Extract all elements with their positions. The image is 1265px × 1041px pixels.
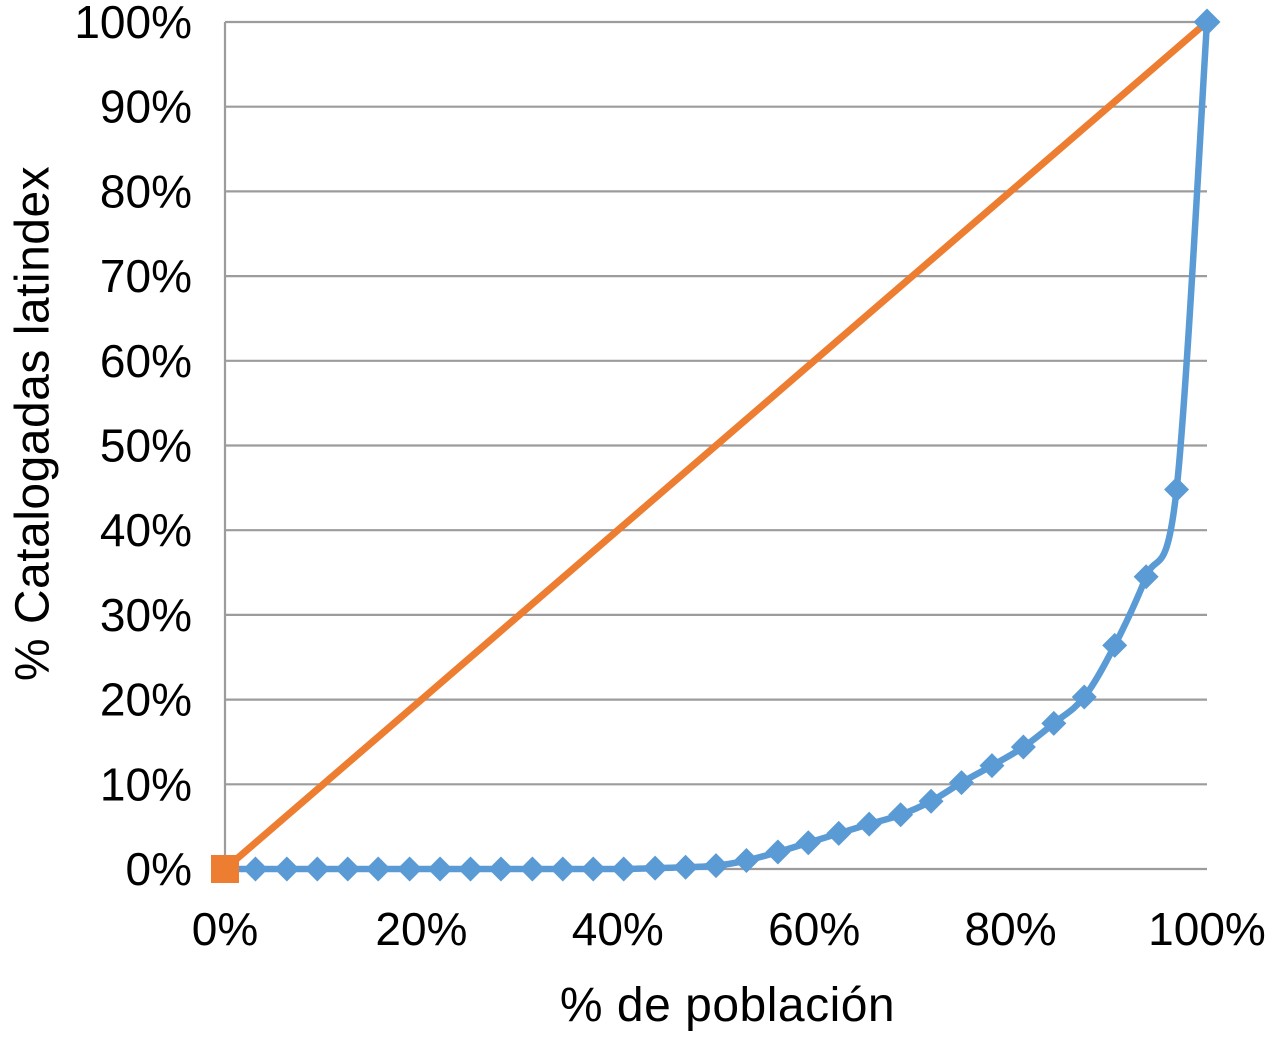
data-point-diamond	[642, 855, 668, 881]
data-point-diamond	[1010, 734, 1036, 760]
data-point-diamond	[580, 856, 606, 882]
data-point-diamond	[1071, 684, 1097, 710]
data-point-diamond	[856, 811, 882, 837]
x-tick-label: 100%	[1148, 903, 1265, 955]
data-point-diamond	[427, 856, 453, 882]
data-point-diamond	[335, 856, 361, 882]
data-point-diamond	[274, 856, 300, 882]
data-point-diamond	[365, 856, 391, 882]
data-point-diamond	[703, 853, 729, 879]
y-tick-label: 30%	[100, 589, 192, 641]
data-point-diamond	[519, 856, 545, 882]
y-tick-label: 90%	[100, 81, 192, 133]
data-point-diamond	[1164, 477, 1190, 503]
data-point-diamond	[888, 802, 914, 828]
x-tick-label: 40%	[572, 903, 664, 955]
y-tick-label: 10%	[100, 758, 192, 810]
data-point-diamond	[673, 854, 699, 880]
y-axis-title: % Catalogadas latindex	[6, 165, 60, 682]
data-point-diamond	[979, 753, 1005, 779]
y-tick-label: 100%	[74, 0, 192, 48]
data-point-diamond	[611, 856, 637, 882]
equality-line	[222, 19, 1210, 872]
data-point-diamond	[918, 788, 944, 814]
data-point-diamond	[795, 830, 821, 856]
data-point-diamond	[1133, 564, 1159, 590]
data-point-diamond	[765, 839, 791, 865]
data-point-diamond	[949, 770, 974, 796]
x-tick-label: 80%	[965, 903, 1057, 955]
y-tick-label: 20%	[100, 674, 192, 726]
data-point-diamond	[826, 820, 852, 846]
x-tick-label: 0%	[192, 903, 258, 955]
endpoint-diamond	[1193, 8, 1221, 36]
x-tick-label: 20%	[375, 903, 467, 955]
data-point-diamond	[397, 856, 423, 882]
data-point-diamond	[304, 856, 330, 882]
y-tick-label: 70%	[100, 250, 192, 302]
data-point-diamond	[733, 848, 759, 874]
y-tick-label: 60%	[100, 335, 192, 387]
data-point-diamond	[550, 856, 576, 882]
y-tick-label: 80%	[100, 165, 192, 217]
y-tick-label: 50%	[100, 420, 192, 472]
origin-square-marker	[211, 855, 239, 883]
y-tick-label: 0%	[126, 843, 192, 895]
data-point-diamond	[242, 856, 268, 882]
x-tick-label: 60%	[768, 903, 860, 955]
data-point-diamond	[1041, 710, 1067, 736]
data-point-diamond	[488, 856, 514, 882]
data-point-diamond	[458, 856, 483, 882]
y-tick-label: 40%	[100, 504, 192, 556]
x-axis-title: % de población	[559, 979, 896, 1032]
data-point-diamond	[1102, 632, 1128, 658]
